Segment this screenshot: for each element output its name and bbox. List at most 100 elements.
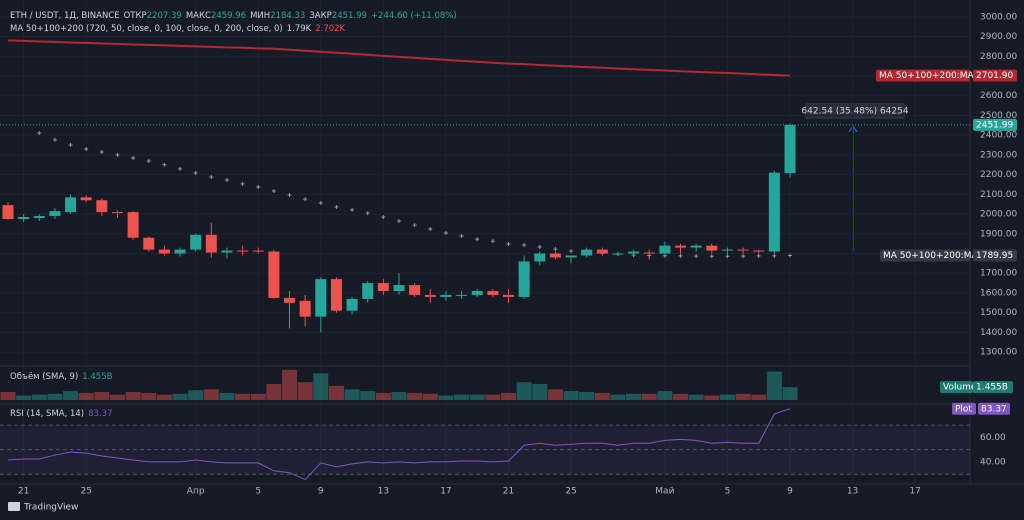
candle-body	[471, 290, 483, 295]
ma50-marker	[381, 215, 386, 220]
ma-title: MA 50+100+200 (720, 50, close, 0, 100, c…	[10, 24, 283, 34]
candle-body	[96, 200, 108, 213]
candle-body	[252, 250, 264, 252]
volume-bar	[485, 394, 501, 400]
ma50-marker	[146, 159, 151, 164]
volume-bar	[344, 389, 360, 400]
candle-body	[190, 234, 202, 250]
header-line: ETH / USDT, 1Д, BINANCE ОТКР2207.39 МАКС…	[10, 11, 457, 21]
candle-body	[237, 250, 249, 252]
ma50-marker	[68, 143, 73, 148]
ma50-name-box	[880, 249, 970, 262]
candle-body	[737, 249, 749, 251]
open-label: ОТКР	[123, 11, 147, 21]
candle-body	[2, 205, 14, 220]
volume-name: Volume	[943, 383, 977, 393]
volume-bar	[657, 391, 673, 400]
ma50-marker	[788, 253, 792, 258]
x-tick-label: 21	[18, 487, 29, 497]
ma50-name: MA 50+100+200:MA50	[883, 251, 989, 261]
ma50-marker	[162, 162, 167, 167]
candle-body	[581, 249, 593, 256]
candle-body	[534, 253, 546, 262]
candle-body	[158, 249, 170, 254]
rsi-value: 83.37	[981, 404, 1007, 414]
ma50-marker	[475, 237, 480, 242]
y-tick-label: 1600.00	[980, 288, 1017, 298]
volume-bar	[219, 392, 235, 400]
y-tick-label: 3000.00	[980, 12, 1017, 22]
ma50-marker	[115, 152, 120, 157]
volume-bar	[782, 387, 798, 400]
symbol: ETH / USDT, 1Д, BINANCE	[10, 11, 120, 21]
volume-bar	[500, 392, 516, 400]
volume-bar	[626, 393, 642, 400]
volume-bar	[94, 392, 110, 400]
y-tick-label: 2900.00	[980, 32, 1017, 42]
candle-body	[127, 212, 139, 238]
ma50-marker	[569, 249, 574, 254]
volume-bar	[313, 373, 329, 400]
y-tick-label: 1400.00	[980, 328, 1017, 338]
high-label: МАКС	[185, 11, 211, 21]
logo: TradingView	[8, 502, 78, 513]
volume-bar	[47, 393, 63, 400]
rsi-name-box	[952, 402, 976, 415]
candle-body	[487, 290, 499, 295]
volume-value: 1.455B	[976, 383, 1008, 393]
volume-bar	[203, 389, 219, 400]
volume-bar	[282, 369, 298, 400]
ma50-marker	[271, 188, 276, 193]
ma50-marker	[178, 166, 183, 171]
x-tick-label: 25	[565, 487, 576, 497]
ma50-marker	[443, 231, 448, 236]
ma50-marker	[756, 253, 761, 258]
candle-body	[111, 212, 123, 214]
ma200-value: 2701.90	[976, 71, 1013, 81]
volume-bar	[610, 394, 626, 400]
ma200-name: MA 50+100+200:MA200	[879, 71, 991, 81]
measure-label: 642.54 (35.48%) 64254	[801, 107, 908, 117]
ma50-marker	[52, 137, 57, 142]
ma200-legend-value: 2.702K	[315, 24, 346, 34]
candle-body	[753, 250, 765, 252]
logo-icon	[8, 502, 20, 511]
volume-bar	[516, 382, 532, 400]
x-tick-label: 9	[318, 487, 324, 497]
volume-bar	[594, 392, 610, 400]
ma50-marker	[365, 211, 370, 216]
y-tick-label: 2000.00	[980, 210, 1017, 220]
candle-body	[346, 298, 358, 311]
candle-body	[299, 300, 311, 317]
ma50-marker	[459, 233, 464, 238]
volume-bar	[78, 392, 94, 400]
ma50-marker	[84, 146, 89, 151]
ma50-marker	[428, 227, 433, 232]
volume-bar	[391, 392, 407, 400]
ma50-marker	[741, 254, 746, 259]
candle-body	[518, 261, 530, 297]
volume-bar	[63, 391, 79, 400]
volume-title: Объём (SMA, 9)	[10, 372, 79, 382]
ma50-marker	[37, 131, 42, 136]
candle-body	[456, 294, 468, 296]
low-value: 2184.33	[270, 11, 306, 21]
rsi-line	[7, 408, 791, 481]
ma50-marker	[397, 218, 401, 223]
ma200-name-box	[876, 69, 970, 82]
candle-body	[706, 245, 718, 251]
rsi-legend: RSI (14, SMA, 14) 83.37	[10, 409, 112, 419]
y-tick-label: 2500.00	[980, 111, 1017, 121]
candle-body	[377, 283, 389, 291]
high-value: 2459.96	[210, 11, 247, 21]
candle-body	[330, 279, 342, 311]
close-value: 2451.99	[976, 120, 1013, 130]
candle-body	[721, 249, 733, 251]
y-tick-label: 2400.00	[980, 131, 1017, 141]
volume-bar	[375, 392, 391, 400]
close-value-box	[973, 118, 1017, 131]
volume-value-box	[973, 381, 1013, 394]
candle-body	[174, 249, 186, 254]
open-value: 2207.39	[146, 11, 182, 21]
